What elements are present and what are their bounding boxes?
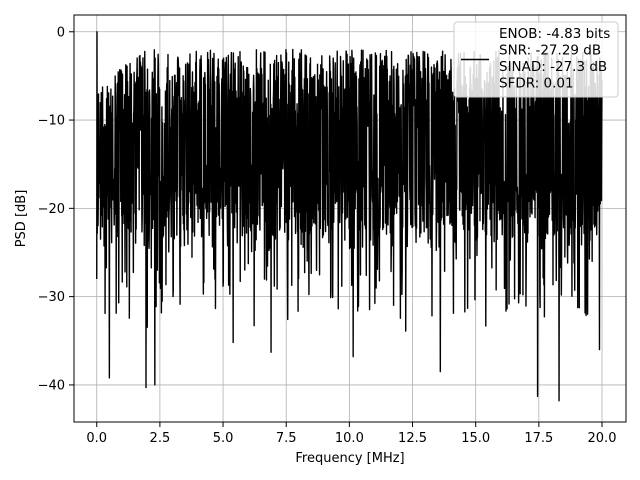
x-tick-label: 10.0	[335, 431, 364, 446]
legend-box	[453, 21, 619, 98]
x-axis-ticks: 0.0 2.5 5.0 7.5 10.0 12.5 15.0 17.5 20.0	[86, 422, 616, 446]
legend-entry: ENOB: -4.83 bits	[499, 26, 610, 42]
legend-entry: SNR: -27.29 dB	[499, 43, 601, 59]
y-tick-label: 0	[57, 25, 65, 40]
x-tick-label: 12.5	[398, 431, 427, 446]
y-axis-label: PSD [dB]	[14, 190, 29, 248]
y-tick-label: −40	[38, 378, 65, 393]
psd-series	[96, 31, 603, 402]
legend-entry: SINAD: -27.3 dB	[499, 59, 607, 75]
x-tick-label: 2.5	[150, 431, 171, 446]
x-tick-label: 5.0	[213, 431, 234, 446]
x-tick-label: 0.0	[86, 431, 107, 446]
x-tick-label: 15.0	[461, 431, 490, 446]
y-axis-ticks: 0 −10 −20 −30 −40	[38, 25, 74, 393]
legend-entry: SFDR: 0.01	[499, 76, 574, 92]
x-axis-label: Frequency [MHz]	[295, 451, 404, 466]
y-tick-label: −30	[38, 290, 65, 305]
y-tick-label: −10	[38, 114, 65, 129]
x-tick-label: 17.5	[524, 431, 553, 446]
x-tick-label: 20.0	[588, 431, 617, 446]
x-tick-label: 7.5	[276, 431, 297, 446]
psd-line	[96, 31, 603, 402]
axes-frame	[73, 14, 627, 423]
y-tick-label: −20	[38, 202, 65, 217]
